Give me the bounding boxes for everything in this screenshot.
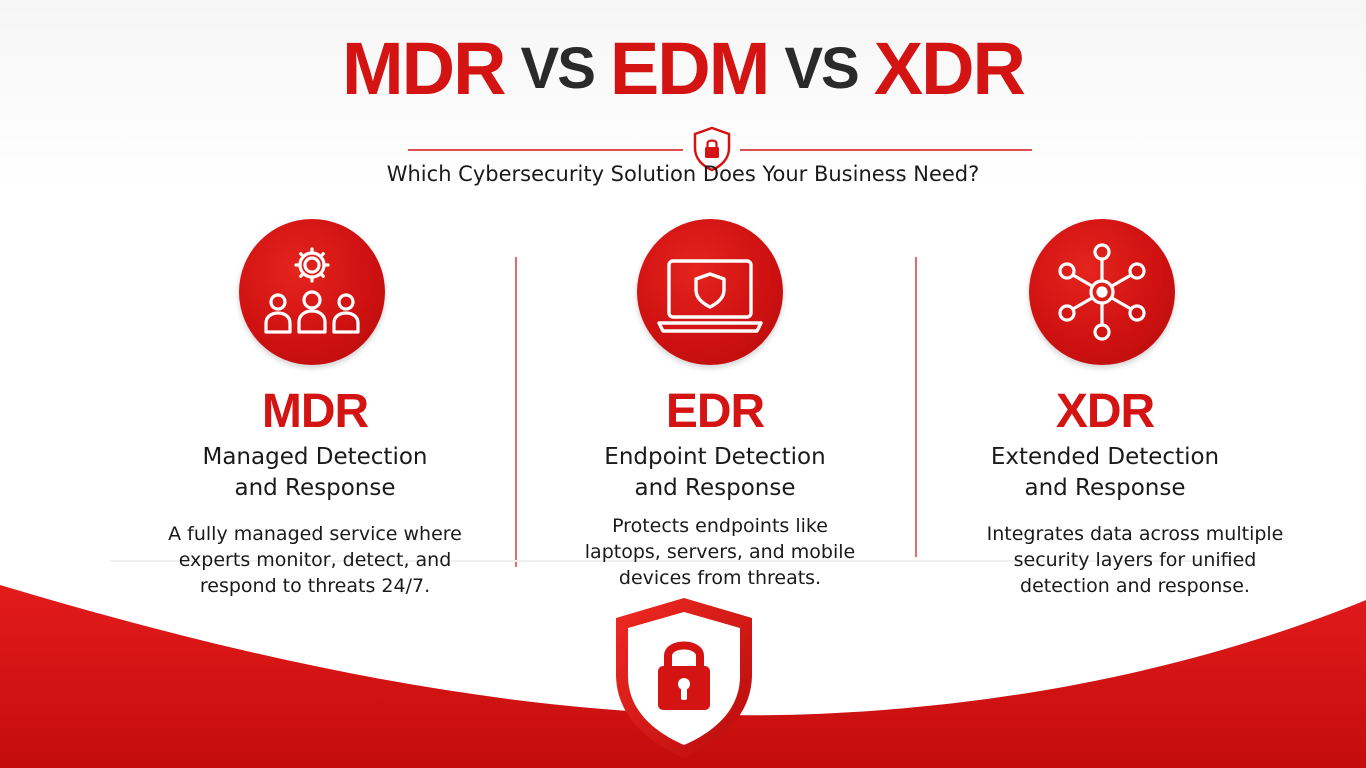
shield-lock-icon [616,598,752,758]
description-line: Protects endpoints like [612,515,828,537]
description-line: experts monitor, detect, and [178,549,452,571]
description-line: security layers for unified [1013,549,1257,571]
column-fullname-line2: and Response [234,475,396,501]
column-divider-2 [915,257,917,557]
title-mdr: MDR [342,27,507,110]
column-divider-1 [515,257,517,567]
description-line: detection and response. [1020,575,1250,597]
page-title: MDR VS EDM VS XDR [0,32,1366,106]
column-edr: EDR Endpoint Detection and Response [565,388,865,504]
title-vs-1: VS [520,36,596,101]
column-fullname-line2: and Response [634,475,796,501]
column-abbr: EDR [665,385,765,438]
description-line: devices from threats. [618,567,822,589]
shield-lock-icon [693,126,731,172]
column-fullname-line1: Extended Detection [990,444,1220,470]
title-rule-left [408,149,683,151]
column-fullname-line1: Managed Detection [202,444,428,470]
laptop-shield-icon [637,219,783,365]
column-abbr: MDR [261,385,369,438]
description-line: respond to threats 24/7. [199,575,431,597]
column-fullname-line1: Endpoint Detection [604,444,826,470]
column-mdr: MDR Managed Detection and Response [165,388,465,504]
description-line: laptops, servers, and mobile [584,541,856,563]
page-subtitle: Which Cybersecurity Solution Does Your B… [386,162,980,186]
team-gear-icon [239,219,385,365]
description-line: Integrates data across multiple [986,523,1284,545]
description-line: A fully managed service where [168,523,462,545]
column-description: A fully managed service where experts mo… [150,521,480,599]
column-abbr: XDR [1055,385,1155,438]
title-edm: EDM [609,27,770,110]
title-xdr: XDR [873,27,1026,110]
faint-horizontal-line [110,560,1250,562]
title-vs-2: VS [784,36,859,101]
network-hub-icon [1029,219,1175,365]
title-rule-right [740,149,1032,151]
column-fullname-line2: and Response [1024,475,1186,501]
column-description: Integrates data across multiple security… [965,521,1305,599]
column-description: Protects endpoints like laptops, servers… [555,513,885,591]
column-xdr: XDR Extended Detection and Response [955,388,1255,504]
